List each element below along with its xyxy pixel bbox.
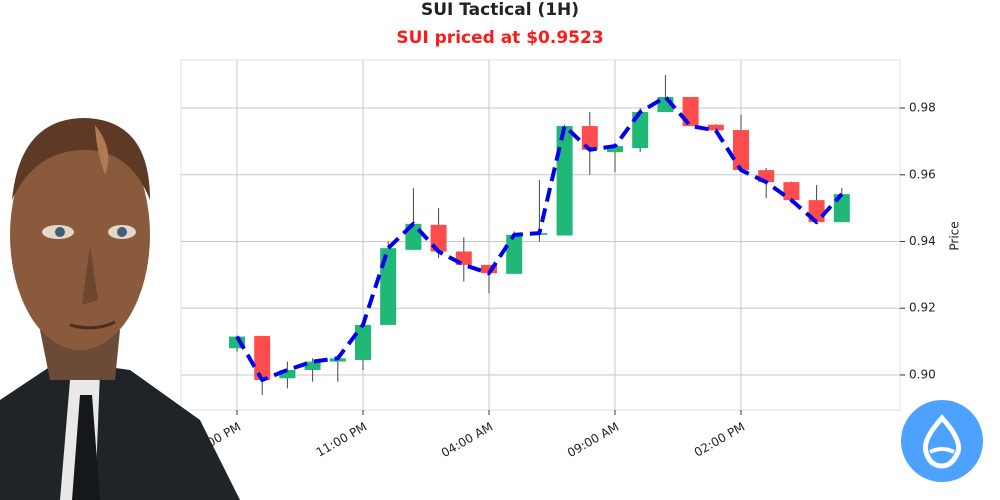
chart-title: SUI Tactical (1H) [421,0,579,20]
sui-logo [901,400,983,482]
candle-body [304,361,321,370]
candle-body [733,130,749,171]
chart-subtitle: SUI priced at $0.9523 [396,28,603,48]
candle-body [783,182,800,201]
candle-body [506,234,523,274]
y-tick-label: 0.94 [909,234,936,248]
candle-body [279,369,296,379]
candle-body [632,112,649,149]
y-axis-label: Price [948,221,962,250]
y-tick-label: 0.92 [909,301,936,315]
avatar-illustration [0,118,240,500]
y-tick-label: 0.96 [909,167,936,181]
candle-body [481,264,497,274]
x-tick-label: 09:00 AM [565,420,621,461]
plot-area [180,59,901,411]
candle-body [380,248,397,325]
y-tick-label: 0.98 [909,101,936,115]
y-tick-label: 0.90 [909,367,936,381]
candle-body [707,124,724,131]
candle-body [556,126,573,236]
x-tick-label: 04:00 AM [439,420,495,461]
x-tick-label: 02:00 PM [692,420,747,460]
candle-body [229,336,245,349]
close-line [235,95,844,382]
x-tick-label: 11:00 PM [314,420,369,460]
candle-body [355,324,371,360]
candle-body [607,146,623,153]
candle-body [254,335,271,380]
